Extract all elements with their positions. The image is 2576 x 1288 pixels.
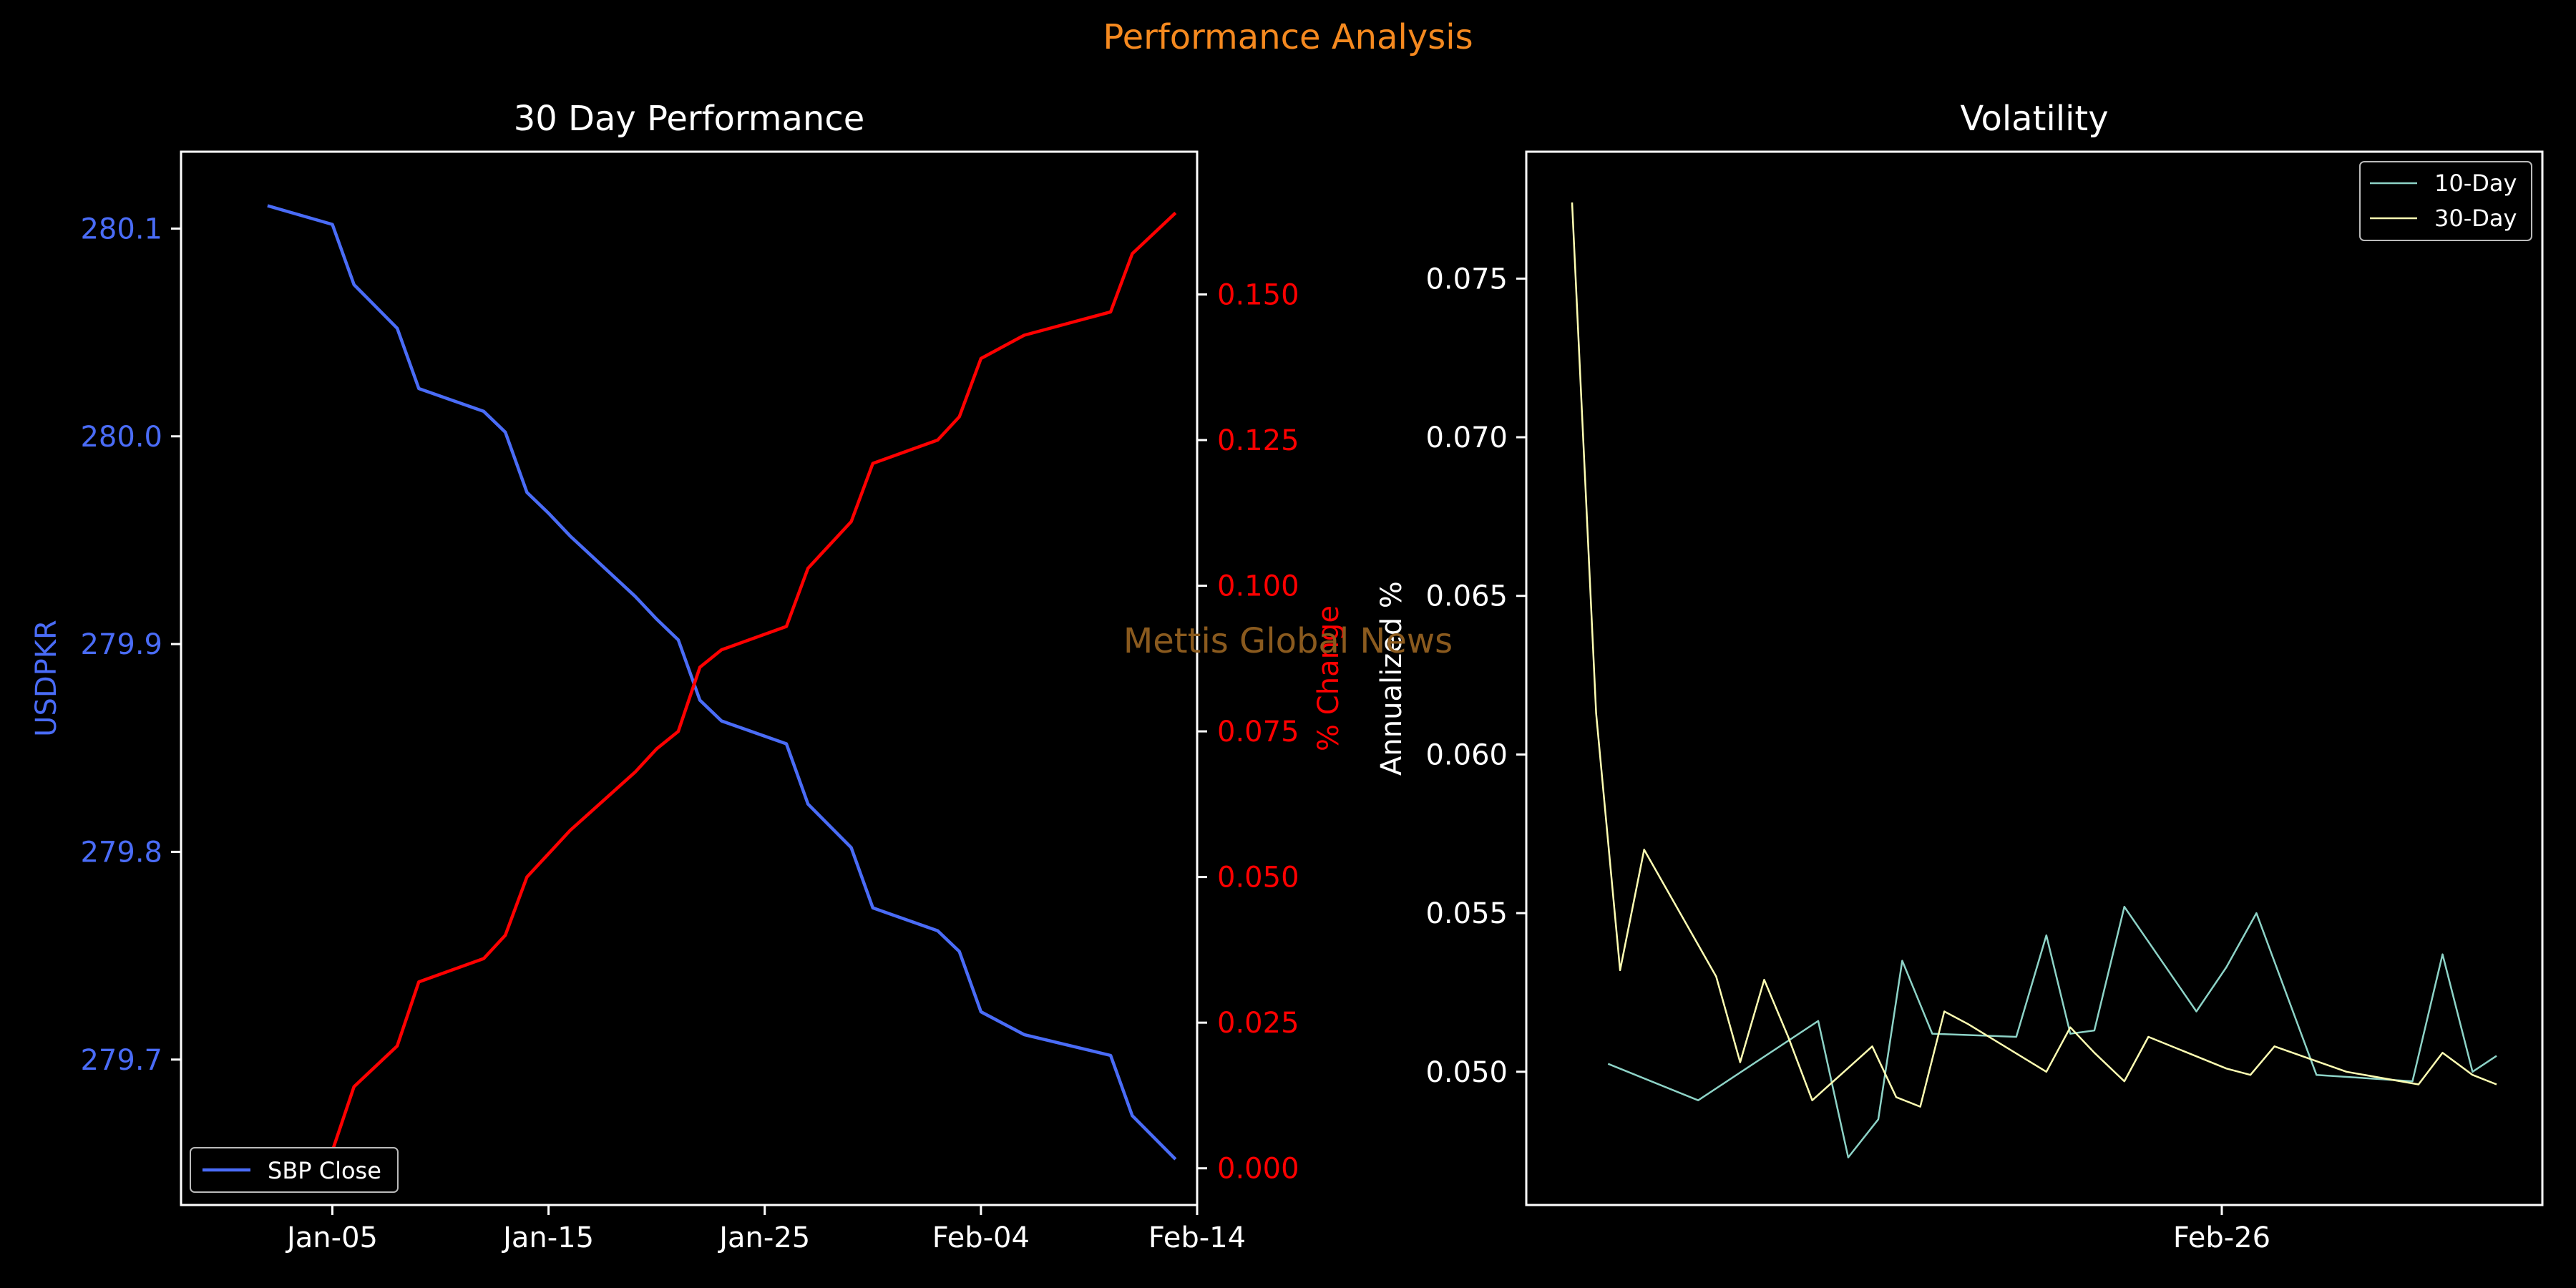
y2-tick-label: 0.000 bbox=[1217, 1153, 1299, 1186]
legend-sbp-close-label: SBP Close bbox=[268, 1157, 381, 1184]
y2-tick-label: 0.150 bbox=[1217, 278, 1299, 311]
x-tick-label: Jan-25 bbox=[717, 1221, 810, 1254]
figure-title: Performance Analysis bbox=[1103, 17, 1473, 57]
y-tick-label: 0.065 bbox=[1425, 580, 1508, 613]
performance-left-y-axis: 279.7 279.8 279.9 280.0 280.1 bbox=[80, 213, 181, 1077]
x-tick-label: Feb-26 bbox=[2173, 1221, 2270, 1254]
volatility-x-axis: Feb-26 bbox=[2173, 1205, 2270, 1254]
y-tick-label: 0.075 bbox=[1425, 263, 1508, 296]
volatility-plot-area bbox=[1525, 150, 2544, 1206]
y-tick-label: 279.8 bbox=[80, 836, 162, 869]
y2-tick-label: 0.050 bbox=[1217, 862, 1299, 894]
volatility-y-axis: 0.050 0.055 0.060 0.065 0.070 0.075 bbox=[1425, 263, 1526, 1089]
y2-tick-label: 0.075 bbox=[1217, 716, 1299, 748]
volatility-series bbox=[1571, 202, 2497, 1158]
performance-plot-area bbox=[180, 150, 1199, 1206]
performance-right-y-axis: 0.000 0.025 0.050 0.075 0.100 0.125 0.150 bbox=[1197, 278, 1299, 1186]
x-tick-label: Jan-15 bbox=[501, 1221, 594, 1254]
volatility-chart-title: Volatility bbox=[1960, 99, 2108, 139]
pct-change-line bbox=[267, 211, 1177, 1170]
y-tick-label: 279.9 bbox=[80, 628, 162, 661]
y2-tick-label: 0.025 bbox=[1217, 1007, 1299, 1040]
y-tick-label: 279.7 bbox=[80, 1044, 162, 1077]
x-tick-label: Feb-14 bbox=[1148, 1221, 1246, 1254]
performance-y-axis-label: USDPKR bbox=[30, 620, 63, 737]
watermark: Mettis Global News bbox=[1123, 621, 1453, 661]
y-tick-label: 0.050 bbox=[1425, 1056, 1508, 1089]
x-tick-label: Jan-05 bbox=[285, 1221, 378, 1254]
legend-box bbox=[2359, 161, 2532, 241]
volatility-legend: 10-Day 30-Day bbox=[2359, 161, 2532, 241]
y-tick-label: 280.1 bbox=[80, 213, 162, 245]
sbp-close-line bbox=[267, 204, 1177, 1161]
x-tick-label: Feb-04 bbox=[932, 1221, 1030, 1254]
performance-chart-title: 30 Day Performance bbox=[514, 99, 865, 139]
y2-tick-label: 0.125 bbox=[1217, 424, 1299, 457]
performance-y2-axis-label: % Change bbox=[1312, 605, 1345, 751]
y-tick-label: 0.055 bbox=[1425, 897, 1508, 930]
legend-10-day-label: 10-Day bbox=[2434, 170, 2517, 197]
y-tick-label: 0.070 bbox=[1425, 421, 1508, 454]
legend-30-day-label: 30-Day bbox=[2434, 205, 2517, 232]
legend-box bbox=[190, 1147, 399, 1193]
y2-tick-label: 0.100 bbox=[1217, 570, 1299, 603]
volatility-30-day-line bbox=[1571, 202, 2497, 1108]
performance-series bbox=[267, 204, 1177, 1170]
volatility-y-axis-label: Annualized % bbox=[1375, 581, 1408, 776]
performance-x-axis: Jan-05 Jan-15 Jan-25 Feb-04 Feb-14 bbox=[285, 1205, 1246, 1254]
performance-legend: SBP Close bbox=[190, 1147, 399, 1193]
y-tick-label: 0.060 bbox=[1425, 738, 1508, 771]
performance-panel: 30 Day Performance Jan-05 Jan-15 Jan-25 Feb… bbox=[30, 99, 1345, 1254]
y-tick-label: 280.0 bbox=[80, 421, 162, 454]
volatility-panel: Volatility Feb-26 0.0500.0550.0600.0650.… bbox=[1375, 99, 2544, 1254]
